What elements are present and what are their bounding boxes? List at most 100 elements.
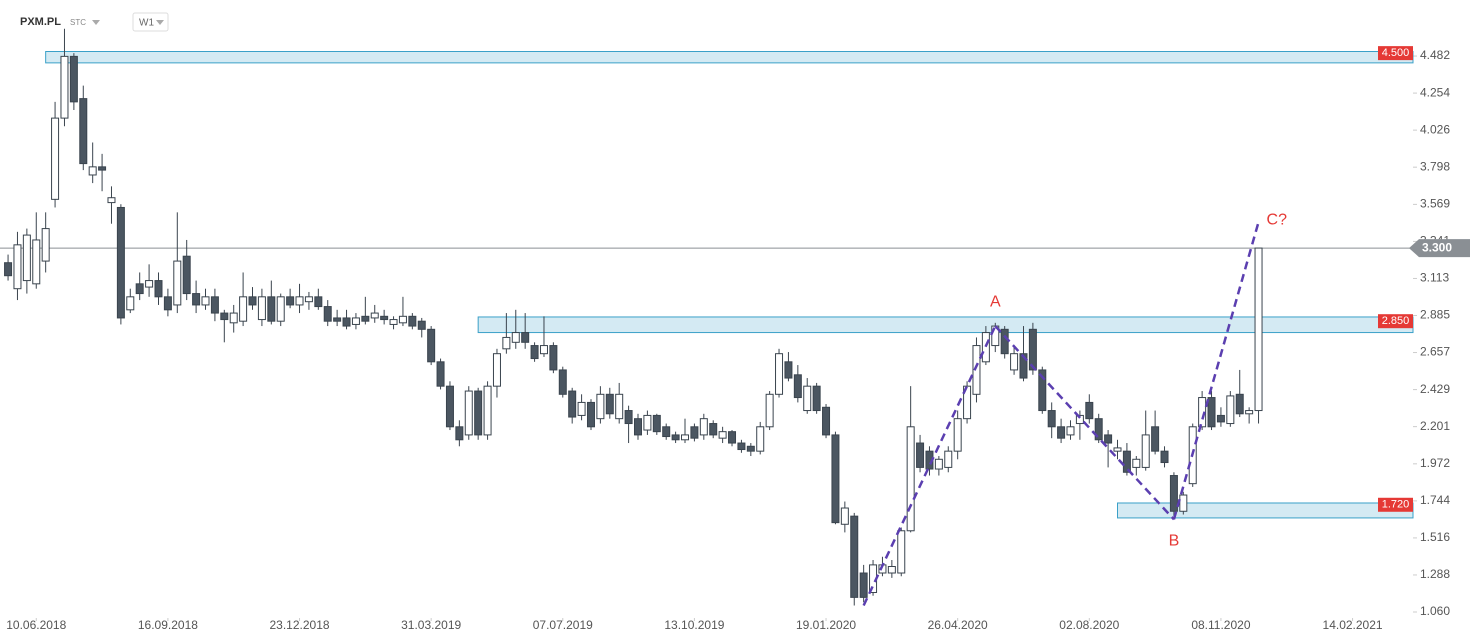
candle-body bbox=[445, 385, 454, 428]
candle-body bbox=[286, 296, 295, 306]
candle-body bbox=[690, 426, 699, 439]
candle-body bbox=[1160, 450, 1169, 464]
candle-body bbox=[558, 369, 567, 395]
y-tick-label: 4.482 bbox=[1420, 48, 1450, 62]
candle-body bbox=[1207, 397, 1216, 428]
candle-body bbox=[116, 206, 125, 319]
zone-badge bbox=[1378, 497, 1413, 512]
candle-body bbox=[1010, 353, 1019, 371]
candle-body bbox=[1113, 447, 1122, 452]
x-tick-label: 23.12.2018 bbox=[269, 618, 329, 632]
candle-body bbox=[88, 166, 97, 176]
candle-body bbox=[342, 317, 351, 327]
candle-body bbox=[13, 244, 22, 290]
candle-body bbox=[210, 296, 219, 314]
candle-body bbox=[276, 296, 285, 322]
candle-body bbox=[145, 280, 154, 288]
candle-body bbox=[389, 319, 398, 325]
y-tick-label: 1.060 bbox=[1420, 604, 1450, 618]
candle-body bbox=[1179, 494, 1188, 512]
candle-body bbox=[633, 418, 642, 436]
candle-body bbox=[295, 296, 304, 306]
candle-body bbox=[568, 390, 577, 418]
candle-body bbox=[652, 414, 661, 433]
zone-badge-label: 4.500 bbox=[1382, 47, 1410, 59]
candle-body bbox=[361, 315, 370, 322]
candle-body bbox=[41, 228, 50, 262]
candle-body bbox=[897, 530, 906, 574]
candle-body bbox=[549, 345, 558, 371]
candle-body bbox=[464, 390, 473, 436]
candle-body bbox=[709, 423, 718, 436]
candle-body bbox=[1038, 369, 1047, 412]
candle-body bbox=[539, 345, 548, 355]
candle-body bbox=[972, 345, 981, 395]
candle-body bbox=[1226, 395, 1235, 425]
candle-body bbox=[502, 336, 511, 350]
x-tick-label: 19.01.2020 bbox=[796, 618, 856, 632]
y-tick-label: 4.026 bbox=[1420, 122, 1450, 136]
y-tick-label: 3.569 bbox=[1420, 197, 1450, 211]
candle-body bbox=[765, 393, 774, 428]
x-tick-label: 14.02.2021 bbox=[1323, 618, 1383, 632]
candle-body bbox=[643, 414, 652, 431]
candle-body bbox=[681, 434, 690, 441]
candle-body bbox=[248, 296, 257, 306]
interval-select[interactable] bbox=[132, 12, 169, 32]
candle-body bbox=[229, 312, 238, 324]
candle-body bbox=[436, 361, 445, 387]
y-tick-label: 1.744 bbox=[1420, 493, 1450, 507]
candle-body bbox=[126, 296, 135, 311]
x-tick-label: 07.07.2019 bbox=[533, 618, 593, 632]
candle-body bbox=[577, 401, 586, 416]
candle-body bbox=[756, 426, 765, 452]
candle-body bbox=[323, 306, 332, 322]
candle-body bbox=[192, 293, 201, 306]
candle-body bbox=[699, 418, 708, 436]
candle-body bbox=[840, 507, 849, 525]
x-tick-label: 16.09.2018 bbox=[138, 618, 198, 632]
candle-body bbox=[662, 426, 671, 438]
x-tick-label: 13.10.2019 bbox=[664, 618, 724, 632]
candle-body bbox=[173, 260, 182, 306]
candle-body bbox=[239, 296, 248, 322]
y-tick-label: 1.972 bbox=[1420, 456, 1450, 470]
candle-body bbox=[1104, 434, 1113, 444]
y-tick-label: 4.254 bbox=[1420, 85, 1450, 99]
candle-body bbox=[182, 255, 191, 295]
candle-body bbox=[492, 353, 501, 387]
candle-body bbox=[483, 385, 492, 436]
candle-body bbox=[1019, 353, 1028, 379]
candle-body bbox=[1094, 418, 1103, 441]
candle-body bbox=[107, 197, 116, 204]
candle-body bbox=[1066, 426, 1075, 436]
candle-body bbox=[474, 390, 483, 436]
last-price-label: 3.300 bbox=[1422, 240, 1452, 254]
zone-badge-label: 1.720 bbox=[1382, 499, 1410, 511]
wave-line bbox=[994, 325, 1175, 521]
market: STC bbox=[70, 18, 86, 27]
y-tick-label: 1.288 bbox=[1420, 567, 1450, 581]
candle-body bbox=[370, 312, 379, 319]
candle-body bbox=[605, 393, 614, 415]
candle-body bbox=[98, 166, 107, 171]
candle-body bbox=[333, 317, 342, 322]
candle-body bbox=[671, 434, 680, 441]
candle-body bbox=[1057, 426, 1066, 439]
candle-body bbox=[793, 374, 802, 399]
candle-body bbox=[1075, 414, 1084, 425]
x-tick-label: 10.06.2018 bbox=[6, 618, 66, 632]
candle-body bbox=[1047, 410, 1056, 428]
candle-body bbox=[812, 385, 821, 412]
candle-body bbox=[963, 385, 972, 420]
x-tick-label: 08.11.2020 bbox=[1191, 618, 1250, 632]
x-tick-label: 31.03.2019 bbox=[401, 618, 461, 632]
x-tick-label: 02.08.2020 bbox=[1059, 618, 1119, 632]
candle-body bbox=[887, 566, 896, 574]
candle-body bbox=[530, 345, 539, 360]
y-tick-label: 2.885 bbox=[1420, 308, 1450, 322]
market-caret[interactable] bbox=[92, 20, 100, 25]
candle-body bbox=[934, 458, 943, 470]
candle-body bbox=[417, 320, 426, 330]
candle-body bbox=[1000, 328, 1009, 355]
